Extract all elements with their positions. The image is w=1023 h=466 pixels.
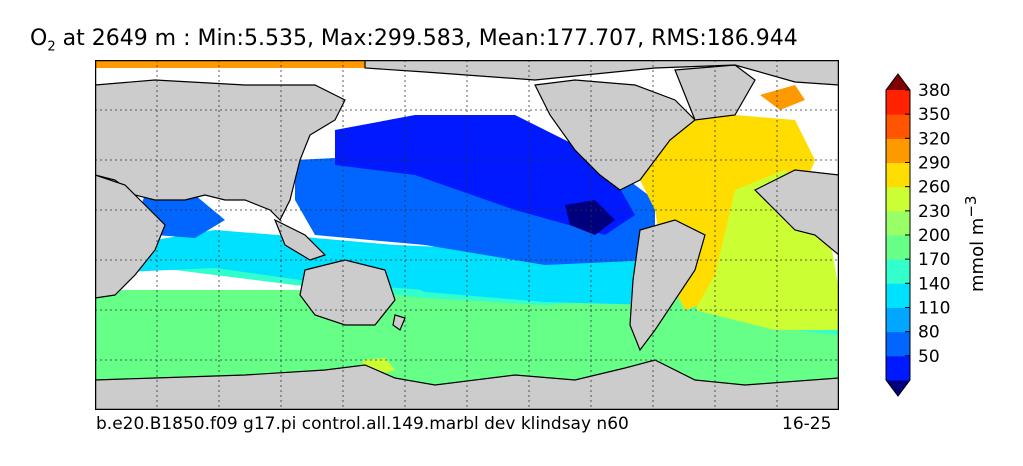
colorbar-segment [886, 235, 910, 260]
colorbar-tick-label: 290 [918, 154, 950, 174]
colorbar-segment [886, 307, 910, 333]
land-africa [95, 174, 166, 299]
colorbar-segment [886, 162, 910, 188]
land-eurasia [95, 79, 346, 222]
map-frame [95, 60, 839, 410]
colorbar-tick-label: 200 [918, 226, 950, 246]
colorbar-tick-label: 170 [918, 250, 950, 270]
ocean-oxygen-map [95, 60, 839, 410]
colorbar-tick-label: 230 [918, 202, 950, 222]
land-new-zealand [392, 314, 406, 331]
colorbar-tick-label: 140 [918, 274, 950, 294]
colorbar-tick-label: 320 [918, 129, 950, 149]
colorbar-segment [886, 355, 910, 381]
colorbar-segment [886, 114, 910, 139]
land-australia [299, 259, 396, 326]
colorbar-tick-label: 350 [918, 105, 950, 125]
land-africa-east [753, 169, 839, 256]
colorbar-segment [886, 331, 910, 357]
nordic-orange [760, 85, 805, 110]
land-south-america [629, 219, 706, 352]
colorbar-tick-label: 260 [918, 178, 950, 198]
year-range: 16-25 [782, 414, 832, 434]
land-arctic-top [364, 60, 839, 86]
colorbar: 50 80 110 140 170 200 230 260 290 320 350 380 [885, 73, 950, 397]
colorbar-segment [886, 259, 910, 284]
plot-title: O2 at 2649 m : Min:5.535, Max:299.583, M… [30, 26, 798, 55]
colorbar-segment [886, 138, 910, 163]
colorbar-segment [886, 186, 910, 212]
colorbar-extend-max [886, 74, 910, 90]
land-southeast-asia [273, 218, 327, 261]
colorbar-segment [886, 283, 910, 308]
colorbar-units: mmol m−3 [962, 195, 988, 292]
pacific-darkest-blue [565, 200, 615, 235]
colorbar-tick-label: 110 [918, 299, 950, 319]
land-masses [95, 60, 839, 410]
colorbar-tick-label: 50 [918, 347, 940, 367]
gridlines [95, 60, 839, 410]
colorbar-tick-label: 80 [918, 323, 940, 343]
colorbar-tick-label: 380 [918, 81, 950, 101]
colorbar-extend-min [886, 380, 910, 396]
pacific-deep-blue [335, 115, 635, 235]
arctic-orange-strip [95, 60, 365, 68]
case-name: b.e20.B1850.f09 g17.pi control.all.149.m… [96, 414, 629, 434]
colorbar-segment [886, 90, 910, 115]
colorbar-segment [886, 210, 910, 236]
